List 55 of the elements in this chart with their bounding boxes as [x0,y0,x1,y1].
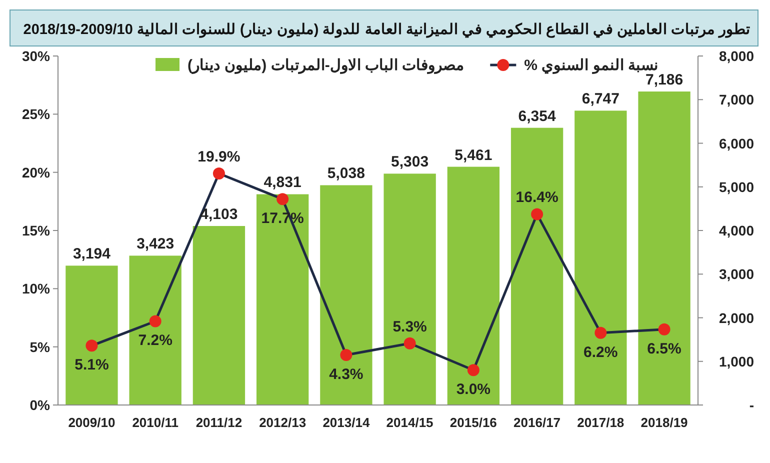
y-tick-label: 30% [22,48,51,64]
data-label: 19.9% [198,148,240,166]
data-label: 5.3% [392,318,427,336]
data-label: 7.2% [138,332,172,350]
data-label: 4.3% [329,366,364,383]
data-label: 6.5% [647,340,682,358]
data-label: 5.1% [74,356,109,374]
y2-tick-label: 5,000 [718,178,754,195]
x-tick-label: 2015/16 [450,415,497,430]
bar [384,174,436,405]
bar [192,226,246,405]
bar [638,92,690,405]
x-tick-label: 2009/10 [68,415,116,430]
data-label: 16.4% [516,189,558,206]
bar [320,185,372,405]
data-label: 4,831 [264,174,302,192]
data-label: 5,303 [391,154,429,171]
y2-tick-label: 2,000 [718,310,754,326]
y-tick-label: 15% [22,222,51,238]
data-label: 3,194 [72,246,112,263]
x-tick-label: 2010/11 [132,415,178,430]
y-tick-label: 10% [22,280,51,297]
y-tick-label: 20% [22,164,51,180]
data-label: 6.2% [584,344,618,361]
data-label: 5,038 [327,165,365,182]
data-label: 6,747 [582,90,620,108]
data-label: 3,423 [136,236,174,253]
x-tick-label: 2018/19 [640,415,688,430]
y2-tick-label: 4,000 [718,222,754,238]
bar [447,166,500,405]
x-tick-label: 2017/18 [577,415,624,430]
x-tick-label: 2012/13 [259,415,306,430]
y2-tick-label: 7,000 [718,92,754,108]
y-tick-label: 25% [22,106,51,122]
x-tick-label: 2016/17 [514,415,561,430]
bar [66,266,118,405]
bar [256,194,309,405]
chart-title: تطور مرتبات العاملين في القطاع الحكومي في الميزانية العامة للدولة (مليون دينار) للسنوات المالية 2009/10-2018/19 [23,22,750,39]
y-tick-label: 5% [30,338,51,355]
y-tick-label: 0% [30,397,51,413]
legend-label: مصروفات الباب الاول-المرتبات (مليون دينار) [188,57,464,74]
y2-tick-label: - [749,397,754,413]
bar [510,128,564,405]
x-tick-label: 2013/14 [322,415,370,430]
bar [574,110,627,405]
x-tick-label: 2014/15 [386,415,434,430]
x-tick-label: 2011/12 [196,415,242,430]
data-label: 6,354 [518,108,556,125]
y2-tick-label: 6,000 [718,135,754,152]
bar [129,256,182,405]
y2-tick-label: 1,000 [718,353,754,370]
y2-tick-label: 3,000 [718,266,754,282]
data-label: 5,461 [454,146,492,164]
y2-tick-label: 8,000 [718,48,754,64]
data-label: 3.0% [456,381,491,398]
